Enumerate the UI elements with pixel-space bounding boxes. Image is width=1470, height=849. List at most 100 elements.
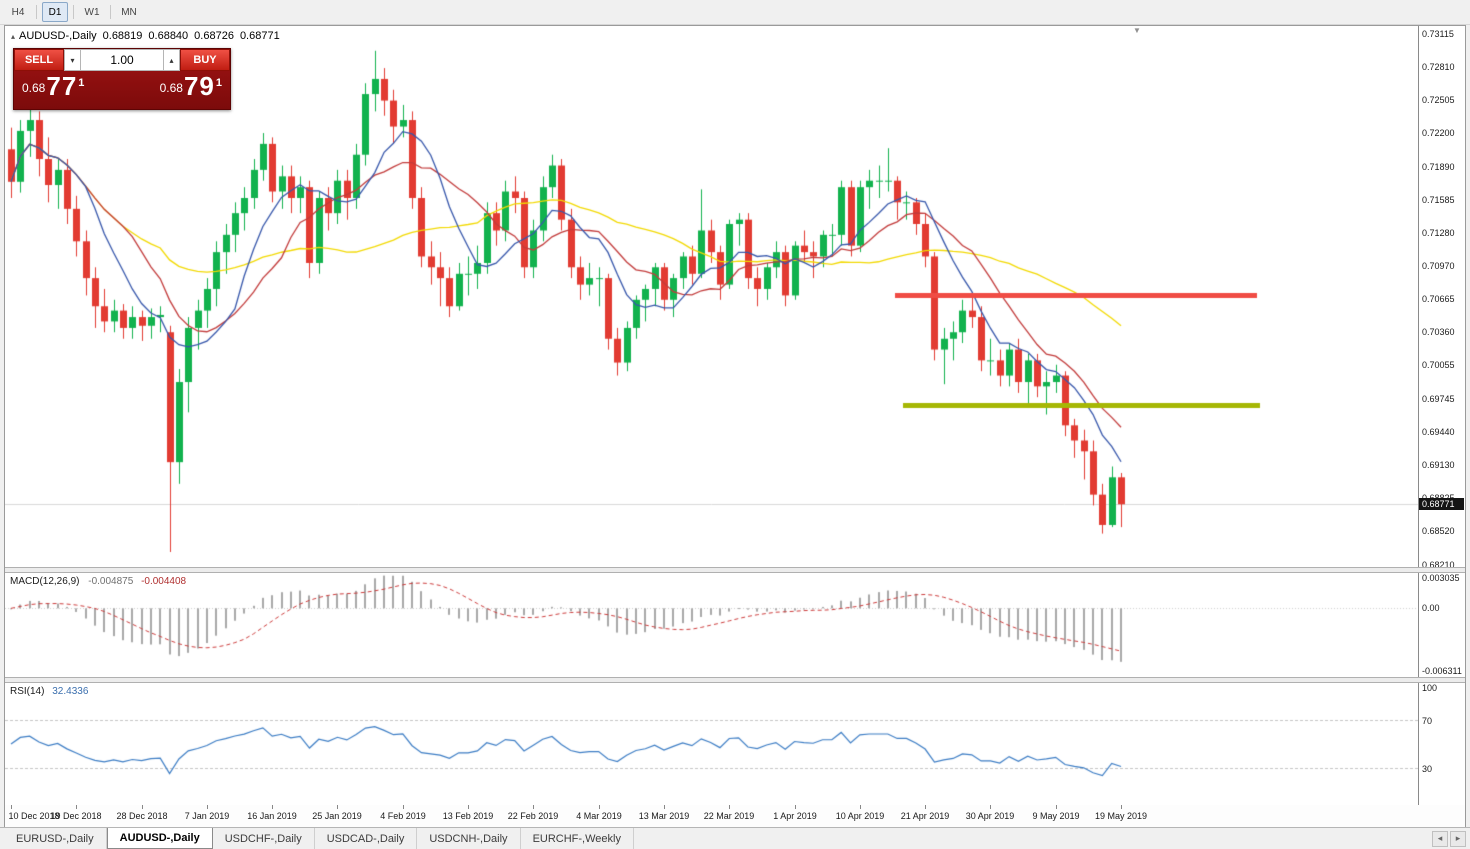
time-axis-label: 16 Jan 2019 — [247, 811, 297, 821]
price-panel: ▴ AUDUSD-,Daily 0.68819 0.68840 0.68726 … — [5, 26, 1465, 567]
rsi-title: RSI(14) — [10, 686, 45, 697]
time-axis-tick — [599, 805, 600, 809]
timeframe-button-h4[interactable]: H4 — [11, 6, 25, 18]
timeframe-buttons: H4 D1 W1 MN — [4, 0, 143, 24]
macd-axis[interactable]: 0.003035 0.00 -0.006311 — [1418, 573, 1465, 677]
timeframe-button-mn[interactable]: MN — [121, 6, 137, 18]
price-axis-label: 0.70055 — [1422, 360, 1455, 371]
price-axis-label: 0.69745 — [1422, 393, 1455, 404]
time-axis-tick — [403, 805, 404, 809]
buy-price[interactable]: 0.68 79 1 — [159, 71, 222, 101]
buy-price-big: 79 — [183, 71, 215, 101]
chart-tab-usdcnh-daily[interactable]: USDCNH-,Daily — [417, 828, 521, 849]
rsi-canvas[interactable] — [5, 683, 1418, 805]
time-axis-label: 10 Apr 2019 — [835, 811, 885, 821]
buy-button[interactable]: BUY — [180, 49, 230, 71]
time-axis[interactable]: 10 Dec 2018 19 Dec 2018 28 Dec 2018 7 Jan 2… — [5, 805, 1465, 831]
macd-axis-label: -0.006311 — [1422, 666, 1462, 677]
price-axis-label: 0.69440 — [1422, 426, 1455, 437]
price-axis-label: 0.70665 — [1422, 294, 1455, 305]
time-axis-label: 19 Dec 2018 — [50, 811, 102, 821]
chart-tab-usdchf-daily[interactable]: USDCHF-,Daily — [213, 828, 315, 849]
timeframe-button-d1[interactable]: D1 — [42, 2, 68, 22]
quote-open: 0.68819 — [102, 30, 143, 42]
price-axis-label: 0.72505 — [1422, 95, 1455, 106]
rsi-panel: RSI(14) 32.4336 100 70 30 — [5, 683, 1465, 805]
sell-price[interactable]: 0.68 77 1 — [22, 73, 85, 99]
macd-plot[interactable]: MACD(12,26,9) -0.004875 -0.004408 — [5, 573, 1418, 677]
price-chart-canvas[interactable] — [5, 26, 1418, 567]
price-axis-label: 0.71890 — [1422, 161, 1455, 172]
time-axis-tick — [468, 805, 469, 809]
time-axis-tick — [142, 805, 143, 809]
volume-increase-button[interactable]: ▴ — [163, 49, 180, 71]
rsi-value: 32.4336 — [52, 686, 89, 697]
price-axis-label: 0.70360 — [1422, 327, 1455, 338]
volume-input[interactable] — [81, 49, 163, 71]
quote-low: 0.68726 — [194, 30, 234, 42]
rsi-plot[interactable]: RSI(14) 32.4336 — [5, 683, 1418, 805]
time-axis-tick — [11, 805, 12, 809]
rsi-axis-label: 30 — [1422, 764, 1433, 775]
quote-close: 0.68771 — [239, 30, 280, 42]
chart-shift-marker-icon[interactable]: ▼ — [1133, 26, 1141, 35]
time-axis-tick — [1121, 805, 1122, 809]
chart-window: ▴ AUDUSD-,Daily 0.68819 0.68840 0.68726 … — [4, 25, 1466, 831]
rsi-axis-label: 70 — [1422, 715, 1433, 726]
price-axis-label: 0.73115 — [1422, 29, 1454, 39]
chart-tab-eurchf-weekly[interactable]: EURCHF-,Weekly — [521, 828, 634, 849]
time-axis-label: 13 Feb 2019 — [442, 811, 494, 821]
time-axis-tick — [272, 805, 273, 809]
buy-price-prefix: 0.68 — [159, 81, 183, 95]
time-axis-label: 25 Jan 2019 — [312, 811, 362, 821]
timeframe-button-w1[interactable]: W1 — [84, 6, 100, 18]
rsi-axis[interactable]: 100 70 30 — [1418, 683, 1465, 805]
price-axis[interactable]: 0.68771 0.73115 0.72810 0.72505 0.72200 0.71… — [1418, 26, 1465, 567]
panel-separator[interactable] — [5, 677, 1465, 683]
time-axis-label: 4 Mar 2019 — [576, 811, 622, 821]
chart-tab-audusd-daily[interactable]: AUDUSD-,Daily — [106, 828, 213, 849]
price-axis-label: 0.70970 — [1422, 261, 1455, 272]
macd-axis-label: 0.003035 — [1422, 573, 1460, 584]
price-axis-label: 0.71280 — [1422, 227, 1455, 238]
time-axis-tick — [795, 805, 796, 809]
tabs-scroll-left-button[interactable]: ◂ — [1432, 830, 1448, 847]
rsi-header: RSI(14) 32.4336 — [10, 686, 88, 697]
main-plot[interactable]: ▴ AUDUSD-,Daily 0.68819 0.68840 0.68726 … — [5, 26, 1418, 567]
time-axis-label: 30 Apr 2019 — [965, 811, 1015, 821]
time-axis-label: 7 Jan 2019 — [184, 811, 230, 821]
time-axis-label: 10 Dec 2018 — [8, 811, 60, 821]
chart-tab-usdcad-daily[interactable]: USDCAD-,Daily — [315, 828, 418, 849]
price-axis-label: 0.69130 — [1422, 460, 1455, 471]
time-axis-label: 1 Apr 2019 — [773, 811, 817, 821]
current-price-tag: 0.68771 — [1419, 498, 1464, 511]
chart-symbol-icon: ▴ — [11, 31, 16, 41]
chart-tabs: EURUSD-,Daily AUDUSD-,Daily USDCHF-,Daily U… — [0, 828, 1428, 849]
chart-symbol-label: AUDUSD-,Daily — [19, 30, 97, 42]
time-axis-tick — [860, 805, 861, 809]
tabs-scroll-right-button[interactable]: ▸ — [1450, 830, 1466, 847]
toolbar-divider — [73, 5, 74, 19]
price-axis-label: 0.68520 — [1422, 526, 1455, 537]
price-axis-label: 0.71585 — [1422, 194, 1455, 205]
time-axis-label: 22 Mar 2019 — [703, 811, 755, 821]
macd-main-value: -0.004875 — [88, 576, 134, 587]
panel-separator[interactable] — [5, 567, 1465, 573]
macd-title: MACD(12,26,9) — [10, 576, 80, 587]
sell-price-pipette: 1 — [78, 77, 85, 89]
chart-tab-bar: EURUSD-,Daily AUDUSD-,Daily USDCHF-,Daily U… — [0, 827, 1470, 849]
chart-tab-eurusd-daily[interactable]: EURUSD-,Daily — [4, 828, 107, 849]
macd-signal-value: -0.004408 — [141, 576, 187, 587]
time-axis-label: 4 Feb 2019 — [380, 811, 426, 821]
one-click-trading-panel: SELL ▾ ▴ BUY 0.68 77 1 0.68 79 1 — [13, 48, 231, 110]
sell-button[interactable]: SELL — [14, 49, 64, 71]
macd-panel: MACD(12,26,9) -0.004875 -0.004408 0.0030… — [5, 573, 1465, 677]
volume-decrease-button[interactable]: ▾ — [64, 49, 81, 71]
time-axis-tick — [1056, 805, 1057, 809]
time-axis-label: 19 May 2019 — [1094, 811, 1148, 821]
buy-price-pipette: 1 — [215, 77, 222, 89]
time-axis-label: 21 Apr 2019 — [900, 811, 950, 821]
toolbar: H4 D1 W1 MN — [0, 0, 1470, 25]
macd-canvas[interactable] — [5, 573, 1418, 677]
